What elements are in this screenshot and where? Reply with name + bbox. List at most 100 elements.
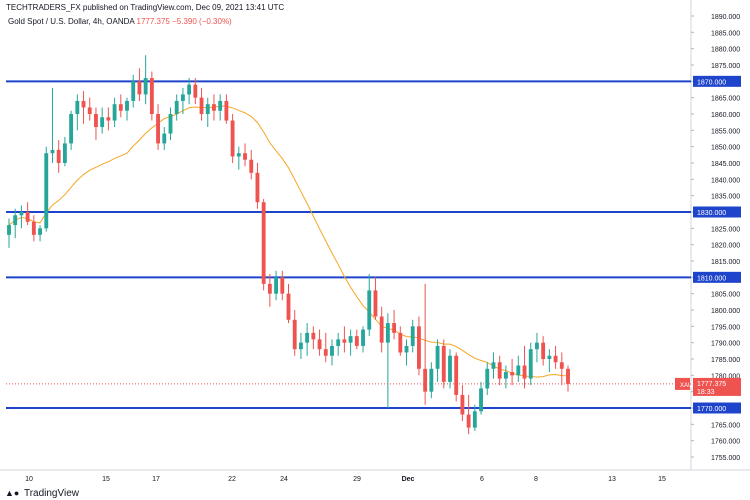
candle-body (535, 342, 539, 350)
y-tick-label: 1820.000 (711, 243, 740, 250)
y-tick-label: 1790.000 (711, 341, 740, 348)
countdown-label: 18:33 (697, 389, 715, 396)
candle-body (31, 221, 36, 235)
candle-body (373, 290, 378, 317)
candle-body (466, 414, 471, 428)
candle-body (404, 345, 409, 353)
candle-body (336, 339, 341, 346)
candle-body (44, 153, 49, 229)
candle-body (516, 365, 521, 376)
y-tick-label: 1865.000 (711, 96, 740, 103)
candle-body (330, 345, 334, 356)
candle-body (522, 365, 527, 379)
candle-body (243, 153, 247, 160)
candle-body (379, 316, 384, 343)
candle-body (317, 339, 322, 350)
y-tick-label: 1785.000 (711, 357, 740, 364)
candle-body (230, 120, 235, 157)
candle-body (510, 372, 515, 376)
candle-body (143, 78, 148, 95)
y-tick-label: 1765.000 (711, 422, 740, 429)
x-tick-label: 10 (25, 476, 33, 483)
candle-body (168, 114, 173, 134)
candles (7, 55, 570, 435)
y-tick-label: 1815.000 (711, 259, 740, 266)
candle-body (292, 319, 297, 350)
price-change: −5.390 (−0.30%) (172, 17, 232, 26)
x-tick-label: 6 (480, 476, 484, 483)
candle-body (367, 290, 372, 330)
y-tick-label: 1845.000 (711, 161, 740, 168)
candle-body (559, 362, 564, 369)
symbol-description: Gold Spot / U.S. Dollar, 4h, OANDA (8, 17, 135, 26)
candle-body (149, 78, 154, 114)
candle-body (274, 277, 279, 294)
x-tick-label: 24 (280, 476, 288, 483)
y-tick-label: 1890.000 (711, 14, 740, 21)
footer-brand: TradingView (23, 488, 79, 499)
candle-body (354, 336, 359, 346)
x-tick-label: 13 (608, 476, 616, 483)
candle-body (267, 283, 272, 294)
candle-body (174, 100, 179, 114)
y-tick-label: 1800.000 (711, 308, 740, 315)
candle-body (19, 212, 24, 216)
candle-body (280, 277, 285, 294)
y-tick-label: 1805.000 (711, 292, 740, 299)
axis-labels: 1870.0001830.0001810.0001770.000XAUUSD17… (675, 75, 741, 414)
candle-body (249, 159, 254, 173)
x-tick-label: Dec (402, 476, 415, 483)
candle-body (553, 355, 558, 363)
x-tick-label: 8 (534, 476, 538, 483)
level-price-badge (693, 75, 741, 87)
moving-average (8, 105, 569, 378)
x-tick-label: 15 (658, 476, 666, 483)
y-tick-label: 1835.000 (711, 194, 740, 201)
candle-body (448, 355, 452, 382)
publisher-header: TECHTRADERS_FX published on TradingView.… (6, 3, 285, 12)
grid (0, 0, 750, 471)
y-tick-label: 1760.000 (711, 439, 740, 446)
candle-body (547, 355, 552, 359)
candle-body (361, 329, 365, 346)
candle-body (118, 104, 123, 111)
candle-body (342, 339, 347, 343)
candle-body (348, 336, 353, 343)
candle-body (479, 388, 483, 412)
candle-body (212, 104, 216, 111)
candle-body (441, 345, 446, 382)
candle-body (162, 133, 167, 144)
footer: ▲● TradingView (5, 488, 79, 499)
candle-body (125, 100, 129, 111)
candle-body (205, 104, 210, 114)
candle-body (94, 114, 98, 128)
candle-body (62, 143, 67, 163)
candle-body (528, 349, 533, 379)
symbol-legend: Gold Spot / U.S. Dollar, 4h, OANDA 1777.… (8, 17, 232, 26)
time-axis: 10 15 17 22 24 29 Dec 6 8 13 15 (25, 476, 666, 483)
candle-body (417, 326, 421, 369)
y-tick-label: 1885.000 (711, 30, 740, 37)
candle-body (311, 332, 316, 340)
level-price-badge (693, 271, 741, 283)
last-price-badge (693, 377, 741, 396)
y-tick-label: 1795.000 (711, 324, 740, 331)
candle-body (503, 372, 508, 379)
candle-body (392, 323, 397, 333)
level-price-badge (693, 402, 741, 414)
candle-body (131, 81, 136, 101)
candle-body (75, 100, 80, 114)
candle-body (497, 362, 502, 379)
candle-body (193, 84, 198, 98)
candle-body (13, 215, 18, 226)
x-tick-label: 22 (228, 476, 236, 483)
candle-body (323, 349, 328, 356)
candle-body (56, 149, 61, 163)
candle-body (224, 100, 229, 121)
candle-body (298, 342, 303, 350)
candle-body (7, 225, 11, 235)
candle-body (156, 114, 160, 144)
candle-body (199, 97, 204, 114)
candle-body (180, 94, 185, 101)
